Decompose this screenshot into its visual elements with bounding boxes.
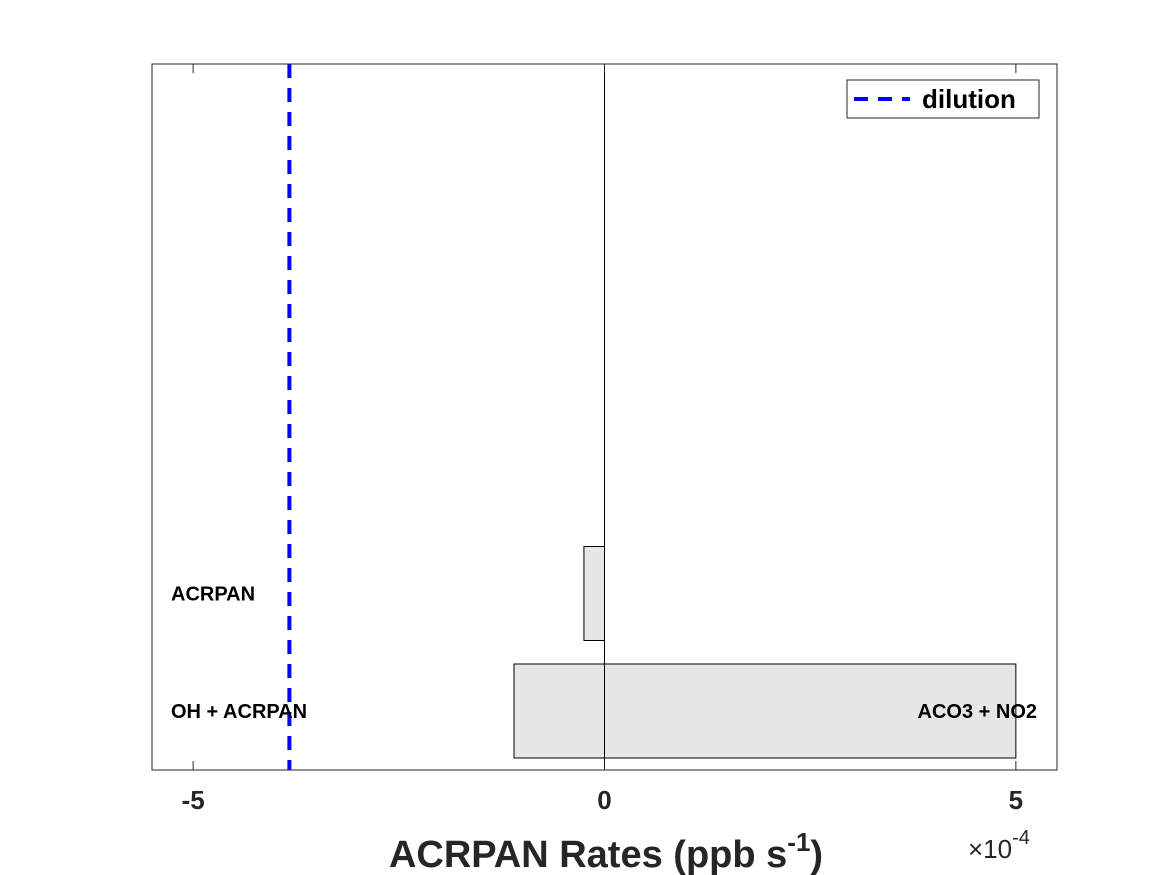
- x-multiplier-exponent: -4: [1012, 827, 1030, 849]
- x-multiplier-prefix: ×10: [968, 834, 1012, 864]
- legend: dilution: [846, 79, 1040, 119]
- x-tick-label: 0: [597, 785, 611, 815]
- x-axis-title-close: ): [810, 834, 823, 875]
- bar-labels: OH + ACRPAN ACO3 + NO2 ACRPAN: [171, 584, 1037, 724]
- bar-loss: [583, 546, 606, 641]
- bar-loss-label: ACRPAN: [171, 584, 255, 606]
- x-tick-label: -5: [182, 785, 205, 815]
- bar-loss-label: OH + ACRPAN: [171, 701, 307, 723]
- x-ticks: -5 0 5: [182, 64, 1023, 815]
- bar-loss: [513, 663, 605, 759]
- x-axis-title-sup: -1: [787, 827, 810, 857]
- x-axis-title-main: ACRPAN Rates (ppb s: [389, 834, 787, 875]
- x-tick-label: 5: [1009, 785, 1023, 815]
- bar-gain: [604, 663, 1017, 759]
- x-multiplier: ×10-4: [968, 827, 1030, 864]
- bar-gain-label: ACO3 + NO2: [918, 701, 1037, 723]
- x-axis-title: ACRPAN Rates (ppb s-1): [389, 827, 823, 875]
- bars-layer: [513, 546, 1017, 759]
- legend-dilution-label: dilution: [922, 84, 1016, 114]
